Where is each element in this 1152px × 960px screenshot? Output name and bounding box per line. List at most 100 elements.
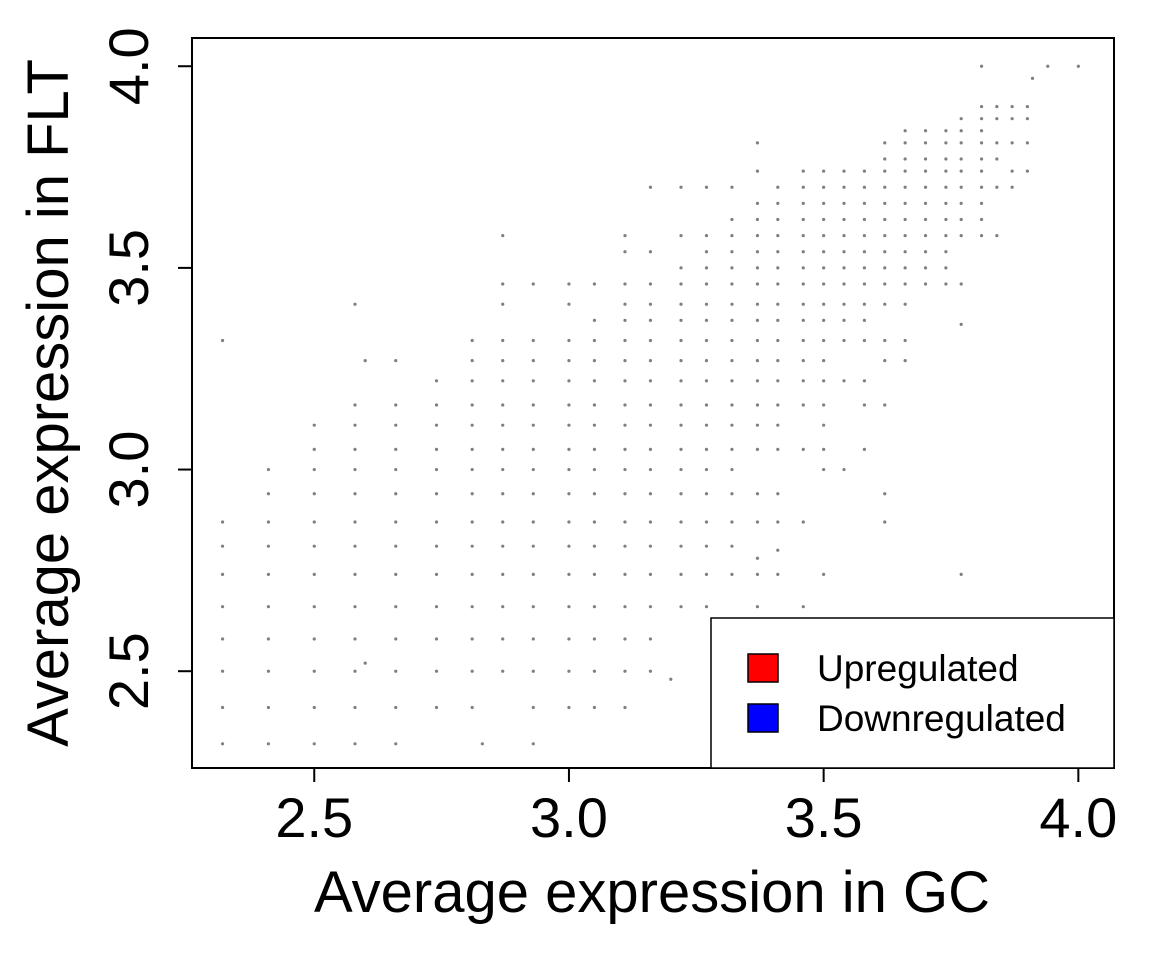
data-point <box>755 318 760 322</box>
data-point <box>501 338 505 343</box>
data-point <box>679 492 683 496</box>
data-point <box>470 467 474 472</box>
data-point <box>1025 141 1030 145</box>
data-point <box>470 544 474 548</box>
data-point <box>730 423 734 427</box>
data-point <box>862 318 866 322</box>
data-point <box>883 185 887 189</box>
data-point <box>923 185 928 189</box>
data-point <box>995 234 999 238</box>
data-point <box>501 520 505 524</box>
data-point <box>704 467 709 472</box>
plot-frame <box>191 37 1115 769</box>
points-layer <box>220 64 1080 746</box>
data-point <box>903 157 907 161</box>
data-point <box>679 359 683 363</box>
data-point <box>567 705 571 710</box>
x-tick-label: 3.5 <box>785 786 863 849</box>
legend-box <box>710 617 1115 769</box>
data-point <box>648 302 653 306</box>
data-point <box>822 338 826 343</box>
x-tick-label: 3.0 <box>530 786 608 849</box>
data-point <box>312 423 316 427</box>
data-point <box>312 637 316 641</box>
data-point <box>755 217 760 222</box>
data-point <box>501 605 505 609</box>
data-point <box>704 544 709 548</box>
data-point <box>1046 64 1050 68</box>
data-point <box>312 742 316 746</box>
data-point <box>755 520 760 524</box>
data-point <box>944 217 948 222</box>
data-point <box>862 201 866 205</box>
data-point <box>842 467 846 472</box>
data-point <box>903 185 907 189</box>
data-point <box>704 403 709 407</box>
data-point <box>801 379 805 383</box>
data-point <box>470 492 474 496</box>
data-point <box>755 266 760 270</box>
data-point <box>822 185 826 189</box>
data-point <box>776 201 780 205</box>
data-point <box>648 605 653 609</box>
data-point <box>842 266 846 270</box>
data-point <box>531 359 535 363</box>
data-point <box>470 520 474 524</box>
data-point <box>592 379 597 383</box>
data-point <box>394 467 398 472</box>
data-point <box>312 467 316 472</box>
data-point <box>623 637 627 641</box>
data-point <box>959 185 963 189</box>
data-point <box>822 379 826 383</box>
data-point <box>944 201 948 205</box>
data-point <box>883 338 887 343</box>
data-point <box>883 520 887 524</box>
data-point <box>903 234 907 238</box>
data-point <box>755 359 760 363</box>
data-point <box>470 669 474 673</box>
data-point <box>501 492 505 496</box>
data-point <box>755 605 760 609</box>
data-point <box>995 104 999 109</box>
data-point <box>592 544 597 548</box>
data-point <box>883 157 887 161</box>
data-point <box>755 302 760 306</box>
data-point <box>567 637 571 641</box>
data-point <box>434 572 439 577</box>
data-point <box>730 266 734 270</box>
data-point <box>470 447 474 451</box>
data-point <box>312 492 316 496</box>
data-point <box>648 359 653 363</box>
data-point <box>704 185 709 189</box>
data-point <box>470 705 474 710</box>
data-point <box>567 447 571 451</box>
data-point <box>903 338 907 343</box>
data-point <box>353 447 357 451</box>
data-point <box>822 234 826 238</box>
data-point <box>394 742 398 746</box>
data-point <box>312 520 316 524</box>
data-point <box>862 234 866 238</box>
data-point <box>801 282 805 286</box>
data-point <box>883 359 887 363</box>
data-point <box>730 302 734 306</box>
data-point <box>1076 64 1080 68</box>
data-point <box>623 572 627 577</box>
data-point <box>883 302 887 306</box>
data-point <box>501 572 505 577</box>
data-point <box>755 572 760 577</box>
data-point <box>704 359 709 363</box>
data-point <box>266 605 271 609</box>
data-point <box>822 572 826 577</box>
data-point <box>266 572 271 577</box>
data-point <box>959 201 963 205</box>
data-point <box>220 544 225 548</box>
data-point <box>679 338 683 343</box>
data-point <box>704 379 709 383</box>
data-point <box>822 169 826 173</box>
data-point <box>730 572 734 577</box>
data-point <box>730 447 734 451</box>
data-point <box>730 492 734 496</box>
data-point <box>592 637 597 641</box>
